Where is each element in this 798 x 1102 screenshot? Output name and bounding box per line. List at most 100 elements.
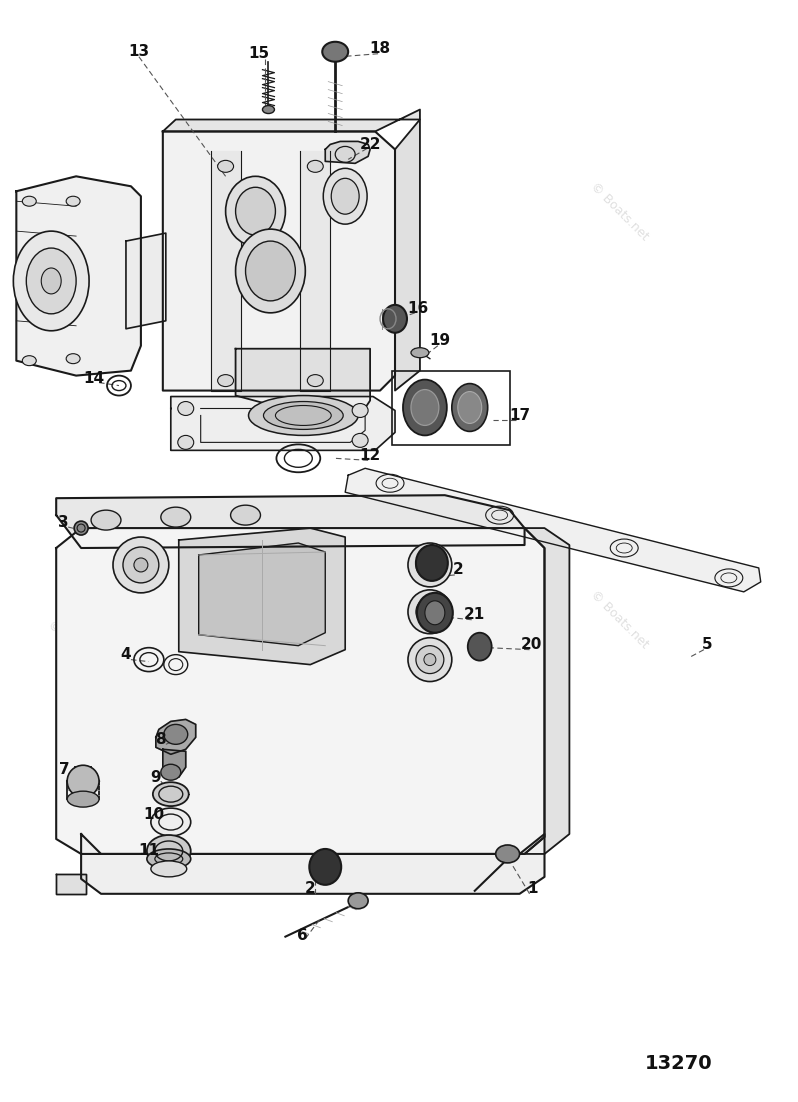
Ellipse shape: [408, 543, 452, 587]
Ellipse shape: [147, 835, 191, 867]
Text: 13270: 13270: [646, 1054, 713, 1072]
Polygon shape: [524, 528, 570, 854]
Text: 20: 20: [521, 637, 542, 652]
Ellipse shape: [383, 305, 407, 333]
Ellipse shape: [424, 559, 436, 571]
Ellipse shape: [235, 187, 275, 235]
Ellipse shape: [425, 601, 444, 625]
Polygon shape: [81, 834, 544, 894]
Ellipse shape: [235, 229, 306, 313]
Ellipse shape: [134, 558, 148, 572]
Polygon shape: [346, 468, 760, 592]
Ellipse shape: [246, 241, 295, 301]
Ellipse shape: [91, 510, 121, 530]
Ellipse shape: [74, 521, 88, 536]
Text: © Boats.net: © Boats.net: [45, 618, 108, 681]
Ellipse shape: [26, 248, 76, 314]
Text: 8: 8: [156, 732, 166, 747]
Ellipse shape: [411, 348, 429, 358]
Ellipse shape: [348, 893, 368, 909]
Polygon shape: [163, 749, 186, 777]
Ellipse shape: [322, 42, 348, 62]
Ellipse shape: [161, 765, 181, 780]
Ellipse shape: [231, 505, 260, 525]
Text: 17: 17: [509, 408, 530, 423]
Text: 3: 3: [58, 515, 69, 530]
Ellipse shape: [248, 396, 358, 435]
Ellipse shape: [310, 849, 342, 885]
Text: 15: 15: [248, 46, 269, 62]
Ellipse shape: [417, 593, 452, 633]
Polygon shape: [326, 141, 370, 163]
Polygon shape: [126, 234, 166, 328]
Ellipse shape: [113, 537, 169, 593]
Ellipse shape: [408, 638, 452, 681]
Text: © Boats.net: © Boats.net: [45, 235, 108, 298]
Text: 13: 13: [128, 44, 149, 60]
Bar: [392, 370, 510, 445]
Polygon shape: [163, 131, 395, 390]
Ellipse shape: [452, 383, 488, 431]
Ellipse shape: [153, 782, 189, 806]
Ellipse shape: [307, 375, 323, 387]
Polygon shape: [156, 720, 196, 754]
Ellipse shape: [218, 375, 234, 387]
Ellipse shape: [41, 268, 61, 294]
Polygon shape: [16, 176, 141, 376]
Ellipse shape: [178, 435, 194, 450]
Polygon shape: [199, 543, 326, 646]
Text: 11: 11: [138, 843, 160, 858]
Ellipse shape: [161, 507, 191, 527]
Ellipse shape: [226, 176, 286, 246]
Polygon shape: [56, 874, 86, 894]
Text: 2: 2: [452, 562, 463, 577]
Ellipse shape: [416, 545, 448, 581]
Text: 18: 18: [369, 41, 391, 56]
Ellipse shape: [307, 161, 323, 172]
Text: 10: 10: [144, 807, 164, 822]
Polygon shape: [211, 151, 240, 390]
Ellipse shape: [416, 551, 444, 579]
Polygon shape: [56, 495, 524, 548]
Text: © Boats.net: © Boats.net: [587, 180, 651, 242]
Ellipse shape: [263, 401, 343, 430]
Ellipse shape: [66, 196, 80, 206]
Ellipse shape: [151, 808, 191, 836]
Ellipse shape: [352, 403, 368, 418]
Text: 5: 5: [701, 637, 713, 652]
Ellipse shape: [323, 169, 367, 224]
Text: 16: 16: [407, 301, 429, 316]
Text: 12: 12: [359, 447, 381, 463]
Ellipse shape: [164, 724, 188, 744]
Ellipse shape: [416, 646, 444, 673]
Ellipse shape: [66, 354, 80, 364]
Text: © Boats.net: © Boats.net: [587, 588, 651, 651]
Text: 7: 7: [59, 761, 69, 777]
Ellipse shape: [14, 231, 89, 331]
Polygon shape: [56, 528, 544, 854]
Text: 14: 14: [84, 371, 105, 386]
Ellipse shape: [416, 598, 444, 626]
Ellipse shape: [178, 401, 194, 415]
Ellipse shape: [151, 861, 187, 877]
Polygon shape: [56, 874, 86, 894]
Ellipse shape: [22, 356, 36, 366]
Polygon shape: [235, 348, 370, 415]
Ellipse shape: [147, 849, 191, 868]
Text: 9: 9: [151, 769, 161, 785]
Polygon shape: [171, 397, 395, 451]
Ellipse shape: [403, 379, 447, 435]
Ellipse shape: [424, 606, 436, 618]
Ellipse shape: [22, 196, 36, 206]
Text: 6: 6: [297, 928, 308, 943]
Text: 21: 21: [464, 607, 485, 623]
Text: 19: 19: [429, 333, 450, 348]
Ellipse shape: [67, 791, 99, 807]
Ellipse shape: [67, 765, 99, 797]
Text: 22: 22: [359, 137, 381, 152]
Text: 4: 4: [120, 647, 131, 662]
Ellipse shape: [496, 845, 519, 863]
Polygon shape: [163, 109, 420, 131]
Text: 2: 2: [305, 882, 316, 896]
Text: 1: 1: [527, 882, 538, 896]
